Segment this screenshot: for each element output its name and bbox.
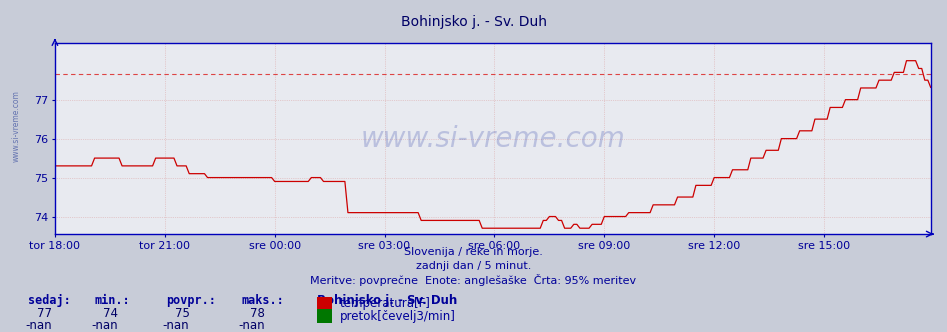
Text: -nan: -nan (92, 319, 118, 332)
Text: -nan: -nan (26, 319, 52, 332)
Text: -nan: -nan (163, 319, 189, 332)
Text: -nan: -nan (239, 319, 265, 332)
Text: 74: 74 (103, 307, 118, 320)
Text: povpr.:: povpr.: (166, 294, 216, 307)
Text: pretok[čevelj3/min]: pretok[čevelj3/min] (340, 309, 456, 323)
Text: sedaj:: sedaj: (28, 294, 71, 307)
Text: www.si-vreme.com: www.si-vreme.com (361, 124, 625, 153)
Text: Bohinjsko j. - Sv. Duh: Bohinjsko j. - Sv. Duh (401, 15, 546, 29)
Text: Meritve: povprečne  Enote: anglešaške  Črta: 95% meritev: Meritve: povprečne Enote: anglešaške Črt… (311, 274, 636, 286)
Text: 78: 78 (250, 307, 265, 320)
Text: maks.:: maks.: (241, 294, 284, 307)
Text: 77: 77 (37, 307, 52, 320)
Text: Bohinjsko j. - Sv. Duh: Bohinjsko j. - Sv. Duh (317, 294, 457, 307)
Text: 75: 75 (174, 307, 189, 320)
Text: min.:: min.: (95, 294, 131, 307)
Text: zadnji dan / 5 minut.: zadnji dan / 5 minut. (416, 261, 531, 271)
Text: www.si-vreme.com: www.si-vreme.com (11, 90, 21, 162)
Text: temperatura[F]: temperatura[F] (340, 297, 431, 310)
Text: Slovenija / reke in morje.: Slovenija / reke in morje. (404, 247, 543, 257)
